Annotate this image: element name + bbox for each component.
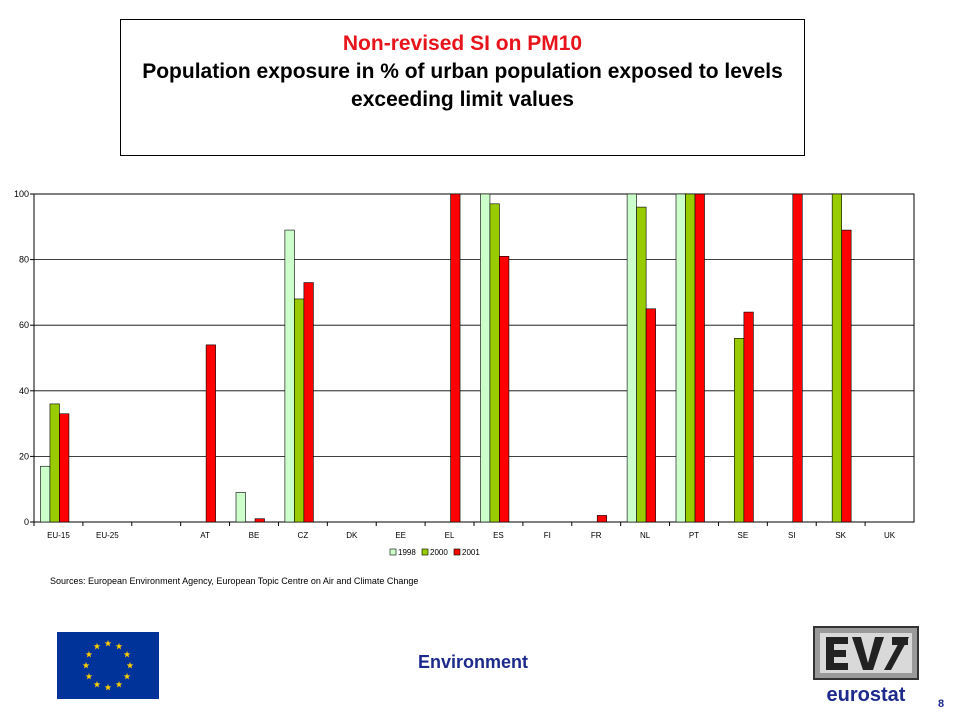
xtick-label: SE bbox=[738, 531, 749, 540]
legend-swatch-1998 bbox=[389, 548, 397, 556]
ytick-label: 40 bbox=[19, 386, 29, 396]
bar-2001-PT bbox=[694, 193, 705, 523]
plot-area bbox=[33, 193, 915, 523]
xtick-label: EU-15 bbox=[47, 531, 70, 540]
bar-2001-SK bbox=[841, 229, 852, 523]
bar-1998-NL bbox=[626, 193, 637, 523]
bar-2001-CZ bbox=[303, 282, 314, 523]
xtick-label: EE bbox=[395, 531, 406, 540]
eu-star-icon bbox=[93, 642, 101, 650]
bar-2000-EU-15 bbox=[49, 403, 60, 523]
eurostat-logo-text: eurostat bbox=[827, 684, 906, 706]
xtick-label: SK bbox=[835, 531, 846, 540]
bar-2001-NL bbox=[645, 308, 656, 523]
bar-1998-EU-15 bbox=[40, 465, 51, 523]
bar-2001-AT bbox=[205, 344, 216, 523]
chart-subtitle-line1: Population exposure in % of urban popula… bbox=[142, 60, 783, 83]
eu-star-icon bbox=[123, 650, 131, 658]
chart-subtitle-line2: exceeding limit values bbox=[351, 88, 574, 111]
eu-star-icon bbox=[115, 642, 123, 650]
xtick-label: UK bbox=[884, 531, 896, 540]
xtick-label: FR bbox=[591, 531, 602, 540]
bar-2001-BE bbox=[254, 518, 265, 523]
xtick-label: SI bbox=[788, 531, 796, 540]
xtick-label: DK bbox=[346, 531, 358, 540]
bar-1998-PT bbox=[675, 193, 686, 523]
eu-star-icon bbox=[104, 639, 112, 647]
bar-2000-NL bbox=[636, 206, 647, 523]
eu-star-icon bbox=[104, 683, 112, 691]
page-number: 8 bbox=[938, 698, 945, 710]
xtick-label: CZ bbox=[298, 531, 309, 540]
eu-flag-icon bbox=[57, 632, 159, 699]
bar-2001-SE bbox=[743, 311, 754, 523]
xtick-label: EL bbox=[445, 531, 455, 540]
eu-star-icon bbox=[82, 661, 90, 669]
legend-swatch-2001 bbox=[453, 548, 461, 556]
bar-2000-CZ bbox=[294, 298, 305, 523]
bar-1998-ES bbox=[480, 193, 491, 523]
bar-1998-BE bbox=[235, 492, 246, 523]
eu-star-icon bbox=[85, 650, 93, 658]
ytick-label: 20 bbox=[19, 451, 29, 461]
sources-note: Sources: European Environment Agency, Eu… bbox=[50, 576, 419, 586]
bar-2001-EL bbox=[450, 193, 461, 523]
legend-label-1998: 1998 bbox=[398, 548, 416, 557]
ytick-label: 80 bbox=[19, 255, 29, 265]
eurostat-logo-icon: eurostat bbox=[813, 626, 919, 706]
bar-chart: 0 20 40 60 80 100 EU-15 EU-25 AT BE CZ DK EE EL ES FI FR… bbox=[14, 189, 915, 557]
xtick-label: AT bbox=[200, 531, 210, 540]
chart-title: Non-revised SI on PM10 bbox=[342, 32, 583, 55]
bar-2001-FR bbox=[596, 515, 608, 523]
legend-swatch-2000 bbox=[421, 548, 429, 556]
xtick-label: PT bbox=[689, 531, 699, 540]
eu-star-icon bbox=[126, 661, 134, 669]
xtick-label: ES bbox=[493, 531, 504, 540]
ytick-label: 0 bbox=[24, 517, 29, 527]
eu-star-icon bbox=[85, 672, 93, 680]
eu-star-icon bbox=[93, 680, 101, 688]
bar-2001-EU-15 bbox=[59, 413, 70, 523]
ytick-label: 60 bbox=[19, 320, 29, 330]
bar-1998-CZ bbox=[284, 229, 295, 523]
bar-2001-ES bbox=[499, 256, 510, 523]
xtick-label: NL bbox=[640, 531, 651, 540]
legend-label-2001: 2001 bbox=[462, 548, 480, 557]
eu-star-icon bbox=[115, 680, 123, 688]
eu-star-icon bbox=[123, 672, 131, 680]
xtick-label: EU-25 bbox=[96, 531, 119, 540]
footer-label: Environment bbox=[418, 652, 529, 672]
bar-2000-SK bbox=[831, 193, 842, 523]
bar-2000-SE bbox=[734, 338, 745, 523]
ytick-label: 100 bbox=[14, 189, 29, 199]
bar-2000-PT bbox=[685, 193, 696, 523]
xtick-label: BE bbox=[249, 531, 260, 540]
legend-label-2000: 2000 bbox=[430, 548, 448, 557]
bar-2000-ES bbox=[489, 203, 500, 523]
xtick-label: FI bbox=[544, 531, 551, 540]
bar-2001-SI bbox=[792, 193, 803, 523]
chart-title-box: Non-revised SI on PM10 Population exposu… bbox=[120, 19, 805, 156]
